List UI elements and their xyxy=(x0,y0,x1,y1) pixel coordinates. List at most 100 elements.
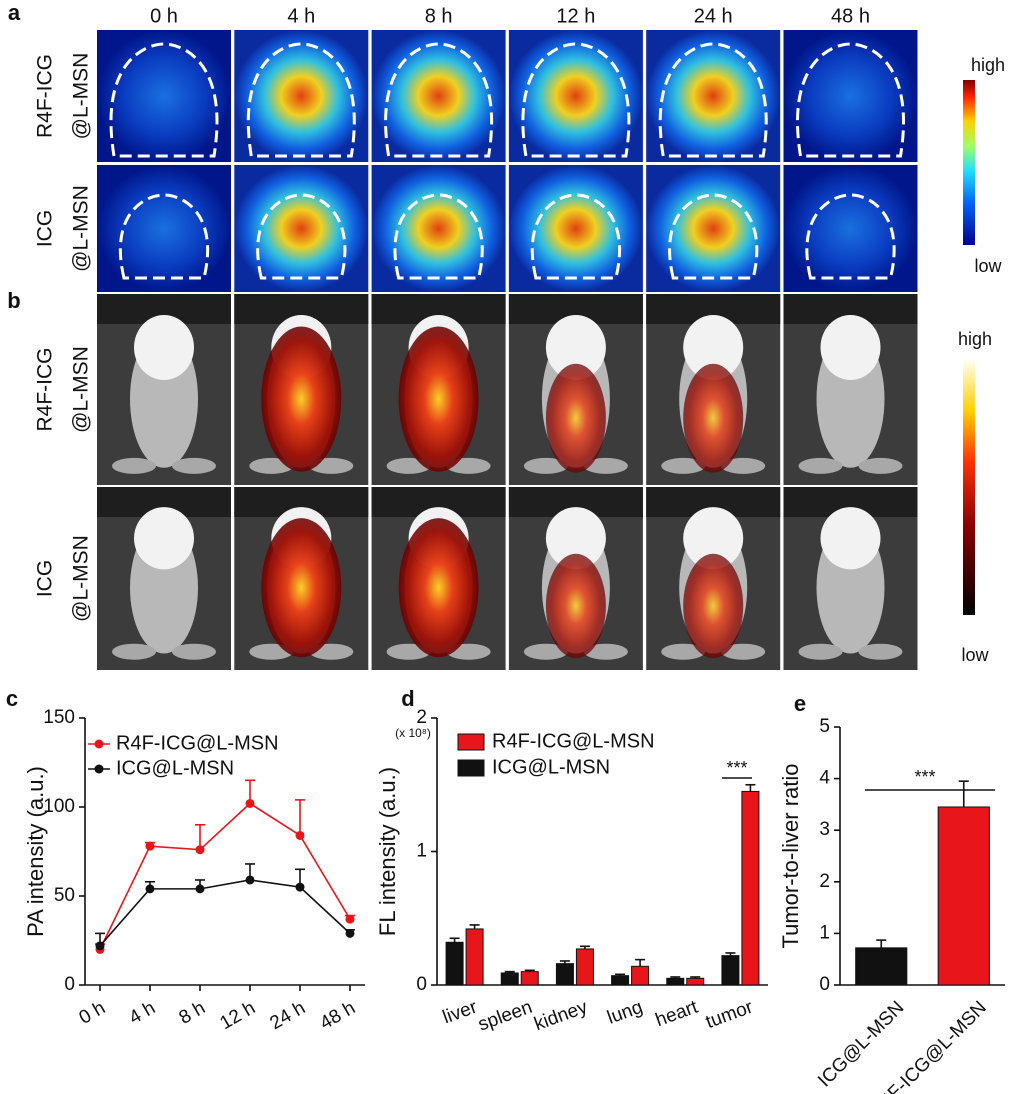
fluorescence xyxy=(398,326,479,472)
bar xyxy=(445,941,464,986)
mouse-head xyxy=(683,507,744,570)
x-tick-label: lung xyxy=(605,997,646,1029)
mouse-leg xyxy=(661,643,706,660)
colorbar xyxy=(963,80,975,245)
mouse-leg xyxy=(721,457,766,474)
significance-label: *** xyxy=(914,767,935,787)
marker xyxy=(345,914,355,924)
legend-marker xyxy=(94,764,104,774)
y-tick-label: 4 xyxy=(819,768,830,789)
mouse-head xyxy=(134,507,194,570)
row-label: @L-MSN xyxy=(70,53,93,140)
marker xyxy=(295,882,305,892)
mouse-leg xyxy=(523,457,568,474)
mouse-leg xyxy=(172,643,216,660)
legend-swatch xyxy=(457,733,485,751)
y-tick-label: 3 xyxy=(819,819,830,840)
marker xyxy=(195,845,205,855)
tumor-outline xyxy=(246,42,356,158)
row-label: ICG xyxy=(34,210,57,247)
tumor-outline xyxy=(658,42,768,158)
axis-note: (x 10⁸) xyxy=(395,726,431,740)
x-tick-label: 8 h xyxy=(176,997,209,1028)
fluorescence xyxy=(398,518,479,658)
row-label: ICG xyxy=(34,560,57,597)
x-tick-label: 24 h xyxy=(266,997,309,1034)
x-tick-label: spleen xyxy=(475,997,535,1036)
marker xyxy=(345,928,355,938)
bar xyxy=(631,965,650,986)
x-tick-label: liver xyxy=(440,996,481,1028)
row-label: R4F-ICG xyxy=(34,348,57,432)
pa-image xyxy=(97,30,231,162)
pa-image xyxy=(371,165,506,292)
legend-marker xyxy=(94,739,104,749)
significance-label: *** xyxy=(726,758,747,778)
pa-image xyxy=(371,30,506,162)
mouse-leg xyxy=(858,643,903,660)
tumor-outline xyxy=(109,42,219,158)
bar xyxy=(741,790,760,986)
pa-image xyxy=(508,30,643,162)
y-tick-label: 2 xyxy=(416,707,427,728)
mouse-leg xyxy=(858,457,903,474)
bar xyxy=(575,948,594,986)
mouse-leg xyxy=(721,643,766,660)
legend-label: R4F-ICG@L-MSN xyxy=(116,732,279,754)
bar xyxy=(855,947,908,986)
colorbar xyxy=(963,360,975,615)
y-axis-label: FL intensity (a.u.) xyxy=(375,767,400,936)
mouse-leg xyxy=(583,457,628,474)
y-tick-label: 5 xyxy=(819,716,830,737)
bar xyxy=(937,806,990,986)
legend-label: ICG@L-MSN xyxy=(492,756,610,778)
fluorescence xyxy=(545,363,606,473)
mouse-leg xyxy=(798,457,843,474)
mouse-leg xyxy=(798,643,843,660)
marker xyxy=(195,884,205,894)
column-header: 48 h xyxy=(831,5,870,27)
colorbar-label: low xyxy=(961,645,989,665)
panel-label: e xyxy=(794,691,806,716)
marker xyxy=(245,875,255,885)
tumor-outline xyxy=(796,42,905,158)
mouse-head xyxy=(545,507,606,570)
x-tick-label: 0 h xyxy=(76,997,109,1028)
bar xyxy=(555,963,574,986)
y-tick-label: 0 xyxy=(64,974,75,995)
pa-image xyxy=(234,30,369,162)
x-tick-label: kidney xyxy=(532,997,591,1036)
column-header: 12 h xyxy=(556,5,595,27)
line xyxy=(99,802,351,950)
x-tick-label: heart xyxy=(653,996,702,1031)
pa-image xyxy=(783,165,918,292)
bar xyxy=(520,971,539,986)
x-tick-label: 48 h xyxy=(316,997,359,1034)
row-label: @L-MSN xyxy=(70,535,93,622)
bar xyxy=(465,928,484,986)
marker xyxy=(295,830,305,840)
y-tick-label: 150 xyxy=(43,707,75,728)
panel-label: c xyxy=(6,686,18,711)
row-label: R4F-ICG xyxy=(34,54,57,138)
row-label: @L-MSN xyxy=(70,185,93,272)
fluorescence xyxy=(683,363,744,473)
panel-label: b xyxy=(7,288,20,313)
panel-label: d xyxy=(401,686,414,711)
fluorescence xyxy=(545,553,606,659)
marker xyxy=(245,798,255,808)
bar xyxy=(686,977,705,986)
column-header: 24 h xyxy=(694,5,733,27)
marker xyxy=(145,841,155,851)
y-tick-label: 100 xyxy=(43,796,75,817)
mouse-leg xyxy=(661,457,706,474)
legend-label: R4F-ICG@L-MSN xyxy=(492,730,655,752)
pa-image xyxy=(783,30,918,162)
mouse-leg xyxy=(583,643,628,660)
colorbar-label: low xyxy=(974,256,1002,276)
row-label: @L-MSN xyxy=(70,346,93,433)
tumor-outline xyxy=(521,42,631,158)
column-header: 0 h xyxy=(150,5,178,27)
y-tick-label: 0 xyxy=(819,974,830,995)
